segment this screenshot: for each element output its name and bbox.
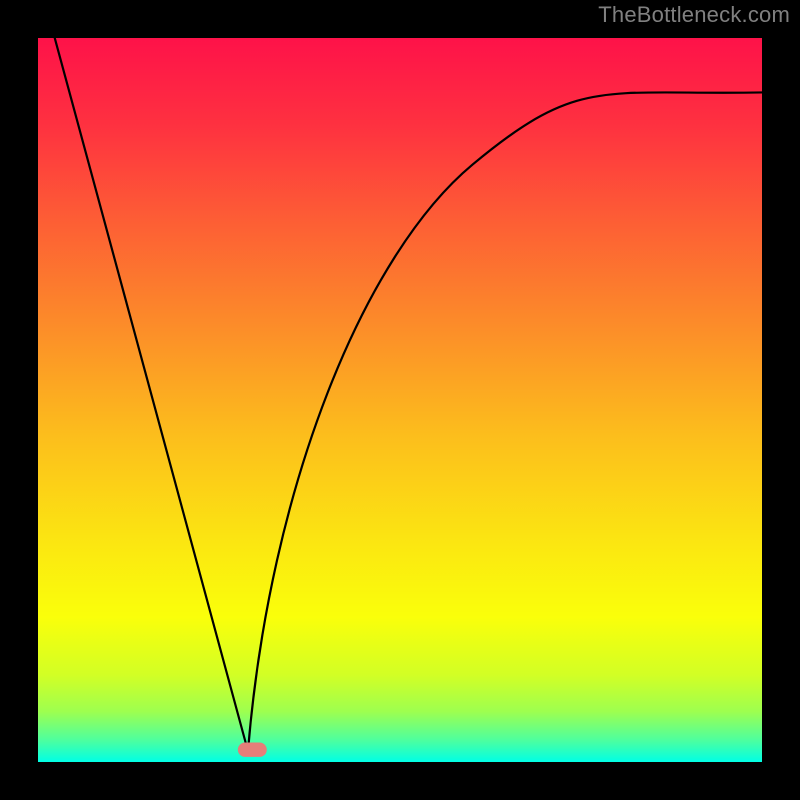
chart-background: [38, 38, 762, 762]
watermark-text: TheBottleneck.com: [598, 2, 790, 28]
bottleneck-chart: [0, 0, 800, 800]
optimum-marker: [238, 742, 267, 756]
chart-container: TheBottleneck.com: [0, 0, 800, 800]
